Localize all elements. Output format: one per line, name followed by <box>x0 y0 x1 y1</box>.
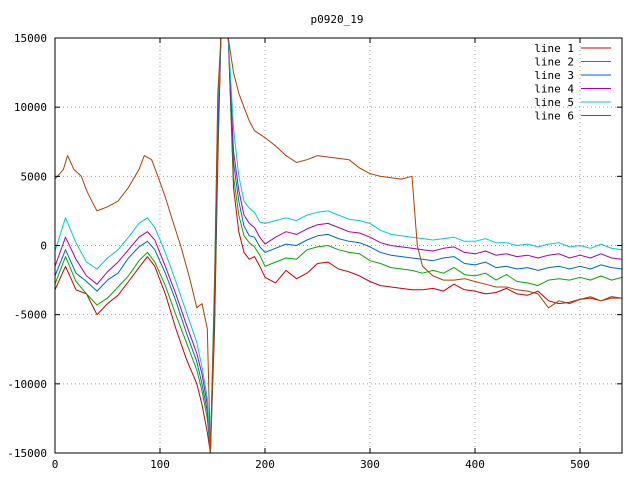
x-tick-label: 500 <box>570 458 590 471</box>
y-tick-label: 10000 <box>14 101 47 114</box>
chart-title: p0920_19 <box>311 13 364 26</box>
legend-label: line 3 <box>534 69 574 82</box>
series-line-1 <box>55 38 622 453</box>
x-tick-label: 300 <box>360 458 380 471</box>
y-tick-label: 0 <box>40 240 47 253</box>
legend-label: line 1 <box>534 42 574 55</box>
legend-label: line 5 <box>534 96 574 109</box>
series-line-2 <box>55 38 622 453</box>
y-tick-label: 15000 <box>14 32 47 45</box>
axis-ticks: 0 100 200 300 400 500 -15000 -10000 -5000 0 5000 10… <box>7 32 622 471</box>
x-tick-label: 200 <box>255 458 275 471</box>
series-line-4 <box>55 38 622 453</box>
y-tick-label: -5000 <box>14 309 47 322</box>
series-line-5 <box>55 38 622 453</box>
series-line-6 <box>55 38 622 453</box>
y-tick-label: -15000 <box>7 447 47 460</box>
y-tick-label: -10000 <box>7 378 47 391</box>
legend-label: line 6 <box>534 110 574 123</box>
x-tick-label: 0 <box>52 458 59 471</box>
y-tick-label: 5000 <box>21 170 48 183</box>
legend-label: line 4 <box>534 83 574 96</box>
legend-label: line 2 <box>534 56 574 69</box>
x-tick-label: 400 <box>465 458 485 471</box>
grid <box>55 38 622 453</box>
series-lines <box>55 38 622 453</box>
x-tick-label: 100 <box>150 458 170 471</box>
series-line-3 <box>55 38 622 453</box>
